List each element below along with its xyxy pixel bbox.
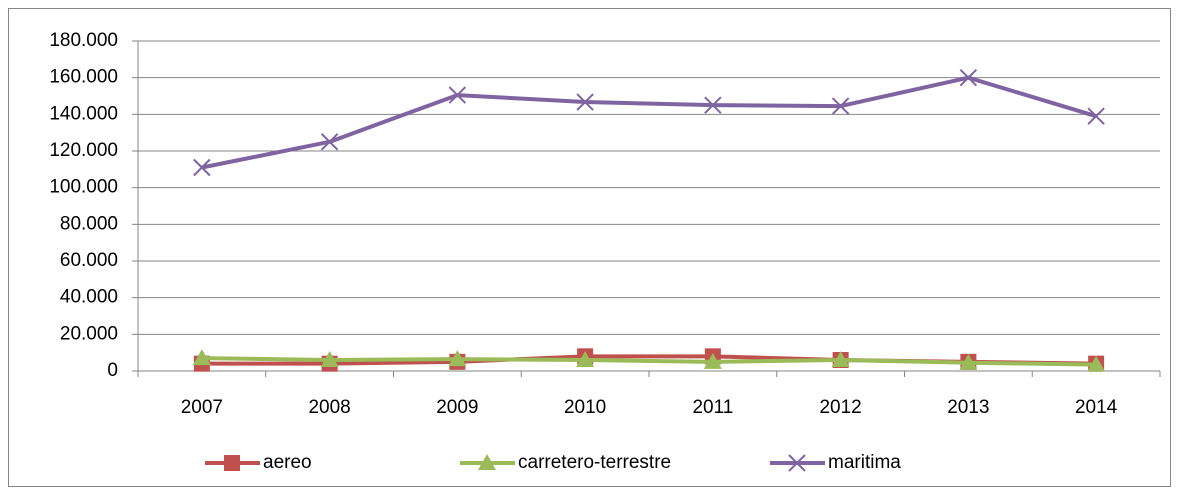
marker: [193, 158, 211, 177]
marker: [320, 133, 339, 151]
series-line: [201, 75, 1097, 170]
x-tick-label: 2012: [819, 397, 861, 418]
marker: [478, 454, 496, 470]
y-tick-label: 60.000: [60, 250, 118, 271]
y-tick-label: 140.000: [49, 103, 118, 124]
marker: [320, 351, 339, 367]
marker: [224, 455, 240, 471]
x-tick-label: 2009: [436, 397, 478, 418]
y-tick-label: 100.000: [49, 177, 118, 198]
x-tick-label: 2007: [181, 397, 223, 418]
x-tick-label: 2008: [308, 397, 350, 418]
marker: [959, 353, 978, 370]
marker: [703, 352, 722, 369]
marker: [704, 96, 722, 114]
marker: [1087, 107, 1105, 125]
marker: [788, 454, 806, 472]
legend-label: carretero-terrestre: [518, 452, 671, 473]
x-tick-label: 2010: [564, 397, 606, 418]
marker: [192, 349, 211, 366]
marker: [576, 93, 594, 111]
legend-label: maritima: [828, 452, 901, 473]
marker: [959, 68, 978, 87]
y-tick-label: 180.000: [49, 30, 118, 51]
y-tick-label: 20.000: [60, 323, 118, 344]
y-tick-label: 80.000: [60, 213, 118, 234]
marker: [448, 350, 467, 367]
marker: [831, 97, 850, 115]
chart-border: [8, 8, 1171, 487]
series-line: [201, 356, 1097, 367]
legend-label: aereo: [263, 452, 312, 473]
marker: [576, 351, 595, 367]
x-tick-label: 2011: [692, 397, 733, 418]
x-tick-label: 2014: [1075, 397, 1118, 418]
y-tick-label: 40.000: [60, 287, 118, 308]
x-tick-label: 2013: [947, 397, 989, 418]
marker: [448, 86, 467, 104]
y-tick-label: 160.000: [49, 67, 118, 88]
marker: [1087, 355, 1106, 372]
marker: [831, 351, 850, 367]
y-tick-label: 120.000: [49, 140, 118, 161]
y-tick-label: 0: [107, 360, 118, 381]
